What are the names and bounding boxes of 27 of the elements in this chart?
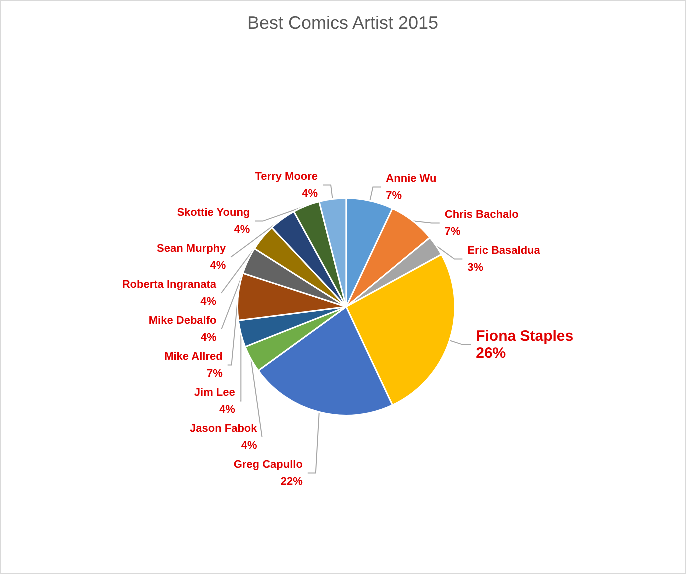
slice-label: Fiona Staples [476, 328, 574, 345]
slice-label: Roberta Ingranata [122, 278, 218, 291]
slice-label: Eric Basaldua [468, 244, 542, 257]
data-label: 7% [206, 368, 224, 380]
data-label: 4% [302, 188, 318, 200]
slice-label: Chris Bachalo [444, 208, 520, 221]
data-label: 4% [234, 224, 250, 236]
data-label: 22% [280, 476, 304, 488]
slice-label: Jason Fabok [190, 422, 258, 435]
slice-label: Skottie Young [177, 206, 250, 219]
data-label: 7% [444, 226, 461, 238]
data-label: 7% [386, 190, 402, 202]
slice-label: Annie Wu [386, 172, 437, 185]
data-label: 4% [210, 260, 226, 272]
data-label: 4% [200, 332, 217, 344]
data-label: 4% [219, 404, 236, 416]
data-label: 3% [468, 262, 484, 274]
data-label: 4% [241, 440, 258, 452]
slice-label: Terry Moore [255, 170, 318, 183]
slice-label: Jim Lee [194, 386, 236, 399]
slice-label: Mike Allred [164, 350, 223, 363]
data-label: 26% [476, 344, 506, 362]
slice-label: Mike Debalfo [148, 314, 218, 327]
slice-label: Sean Murphy [157, 242, 227, 255]
slice-label: Greg Capullo [234, 458, 304, 471]
chart-title: Best Comics Artist 2015 [247, 13, 439, 33]
data-label: 4% [200, 296, 217, 308]
